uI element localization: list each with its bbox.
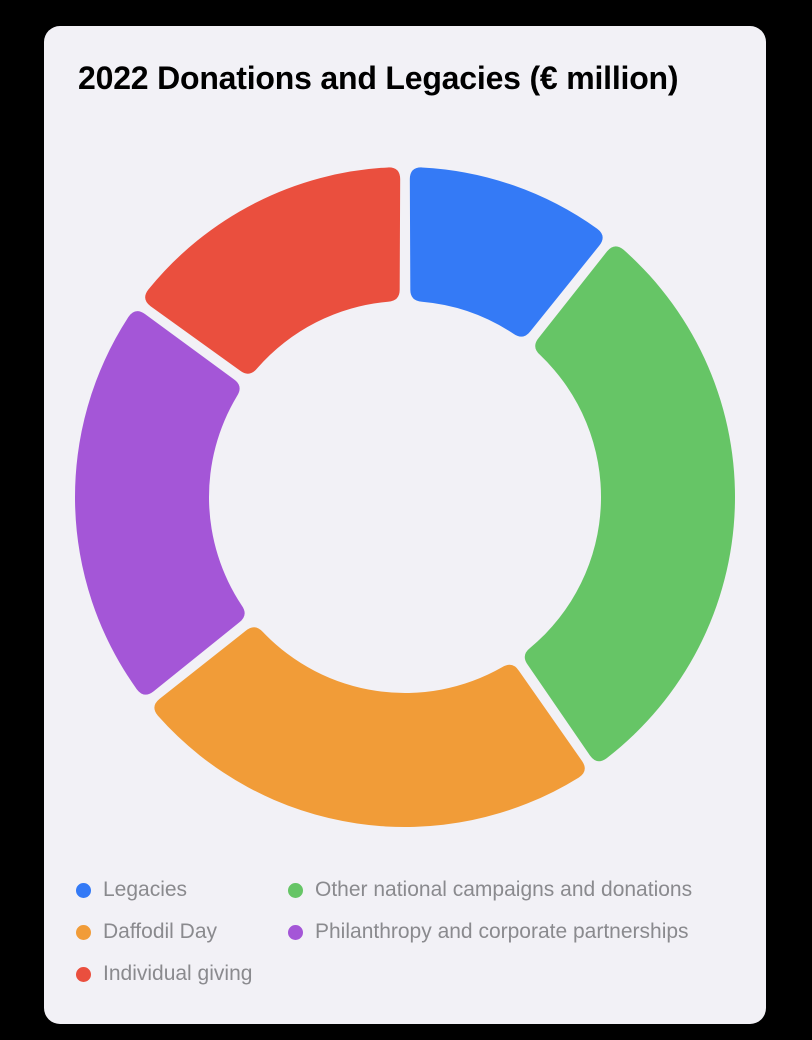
legend-label: Other national campaigns and donations: [315, 878, 693, 901]
legend-dot-icon: [76, 966, 91, 982]
chart-legend: Legacies Other national campaigns and don…: [76, 878, 692, 986]
legend-label: Philanthropy and corporate partnerships: [315, 920, 689, 943]
slice-philanthropy-and-corporate-partnerships: [75, 311, 245, 695]
donut-chart: [75, 167, 735, 827]
slice-individual-giving: [145, 167, 401, 374]
legend-label: Individual giving: [103, 962, 253, 985]
legend-dot-icon: [288, 924, 303, 940]
legend-label: Daffodil Day: [103, 920, 218, 943]
legend-dot-icon: [288, 882, 303, 898]
legend-item-philanthropy-and-corporate-partnerships: Philanthropy and corporate partnerships: [288, 920, 692, 944]
legend-dot-icon: [76, 882, 91, 898]
slice-daffodil-day: [154, 627, 585, 827]
slice-legacies: [409, 167, 603, 337]
legend-item-individual-giving: Individual giving: [76, 962, 288, 986]
legend-item-daffodil-day: Daffodil Day: [76, 920, 288, 944]
slice-other-national-campaigns-and-donations: [524, 246, 735, 762]
chart-card: 2022 Donations and Legacies (€ million) …: [44, 26, 766, 1024]
legend-item-other-national-campaigns-and-donations: Other national campaigns and donations: [288, 878, 692, 902]
legend-label: Legacies: [103, 878, 188, 901]
legend-dot-icon: [76, 924, 91, 940]
legend-item-legacies: Legacies: [76, 878, 288, 902]
chart-title: 2022 Donations and Legacies (€ million): [78, 60, 679, 96]
